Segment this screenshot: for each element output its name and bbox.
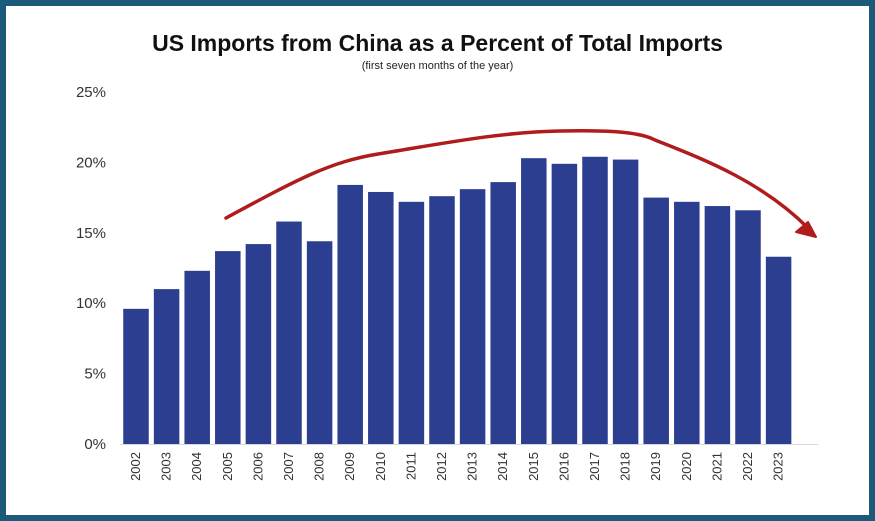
- x-tick-label: 2015: [526, 452, 541, 481]
- bar: [306, 241, 333, 444]
- x-tick-label: 2013: [465, 452, 480, 481]
- y-axis: 0% 5% 10% 15% 20% 25%: [76, 84, 106, 453]
- bar: [429, 196, 455, 444]
- x-tick-label: 2009: [342, 452, 357, 481]
- bar: [551, 163, 578, 445]
- x-tick-label: 2014: [495, 452, 510, 481]
- bar: [276, 221, 302, 444]
- bar: [704, 206, 731, 444]
- bar: [735, 210, 761, 444]
- bar: [490, 182, 516, 444]
- x-tick-label: 2017: [587, 452, 602, 481]
- x-tick-label: 2007: [281, 452, 296, 481]
- x-tick-label: 2016: [556, 452, 571, 481]
- trend-arrowhead: [795, 221, 817, 238]
- bar: [184, 270, 210, 444]
- x-tick-label: 2004: [189, 452, 204, 481]
- bar: [368, 191, 394, 444]
- x-tick-label: 2010: [373, 452, 388, 481]
- bar: [643, 197, 669, 444]
- chart-title: US Imports from China as a Percent of To…: [152, 30, 723, 56]
- y-tick-label: 20%: [76, 154, 106, 171]
- x-tick-label: 2003: [159, 452, 174, 481]
- bar: [153, 289, 180, 444]
- x-tick-label: 2012: [434, 452, 449, 481]
- bar: [459, 189, 486, 444]
- bar: [337, 184, 363, 445]
- trend-curve: [224, 129, 810, 230]
- x-tick-label: 2008: [312, 452, 327, 481]
- bar: [612, 159, 639, 445]
- bar: [765, 256, 792, 444]
- x-tick-label: 2002: [128, 452, 143, 481]
- bar: [245, 244, 272, 444]
- bar: [582, 156, 608, 444]
- x-axis: 2002 2003 2004 2005 2006 2007 2008 2009 2010 2011…: [128, 452, 786, 481]
- bars-group: [123, 156, 792, 445]
- bar: [398, 201, 425, 444]
- x-tick-label: 2011: [403, 452, 418, 480]
- x-tick-label: 2018: [618, 452, 633, 481]
- x-tick-label: 2005: [220, 452, 235, 481]
- x-tick-label: 2019: [648, 452, 663, 481]
- x-tick-label: 2006: [250, 452, 265, 481]
- chart-subtitle: (first seven months of the year): [361, 60, 514, 72]
- x-tick-label: 2022: [740, 452, 755, 481]
- bar: [123, 308, 149, 444]
- y-tick-label: 5%: [84, 366, 106, 383]
- bar: [521, 158, 547, 444]
- trend-arrow: [224, 129, 817, 238]
- y-tick-label: 15%: [76, 225, 106, 242]
- y-tick-label: 0%: [84, 436, 106, 453]
- x-tick-label: 2023: [771, 452, 786, 481]
- y-tick-label: 25%: [76, 84, 106, 101]
- x-tick-label: 2020: [679, 452, 694, 481]
- x-tick-label: 2021: [709, 452, 724, 481]
- y-tick-label: 10%: [76, 295, 106, 312]
- bar: [215, 251, 241, 444]
- bar: [674, 201, 700, 444]
